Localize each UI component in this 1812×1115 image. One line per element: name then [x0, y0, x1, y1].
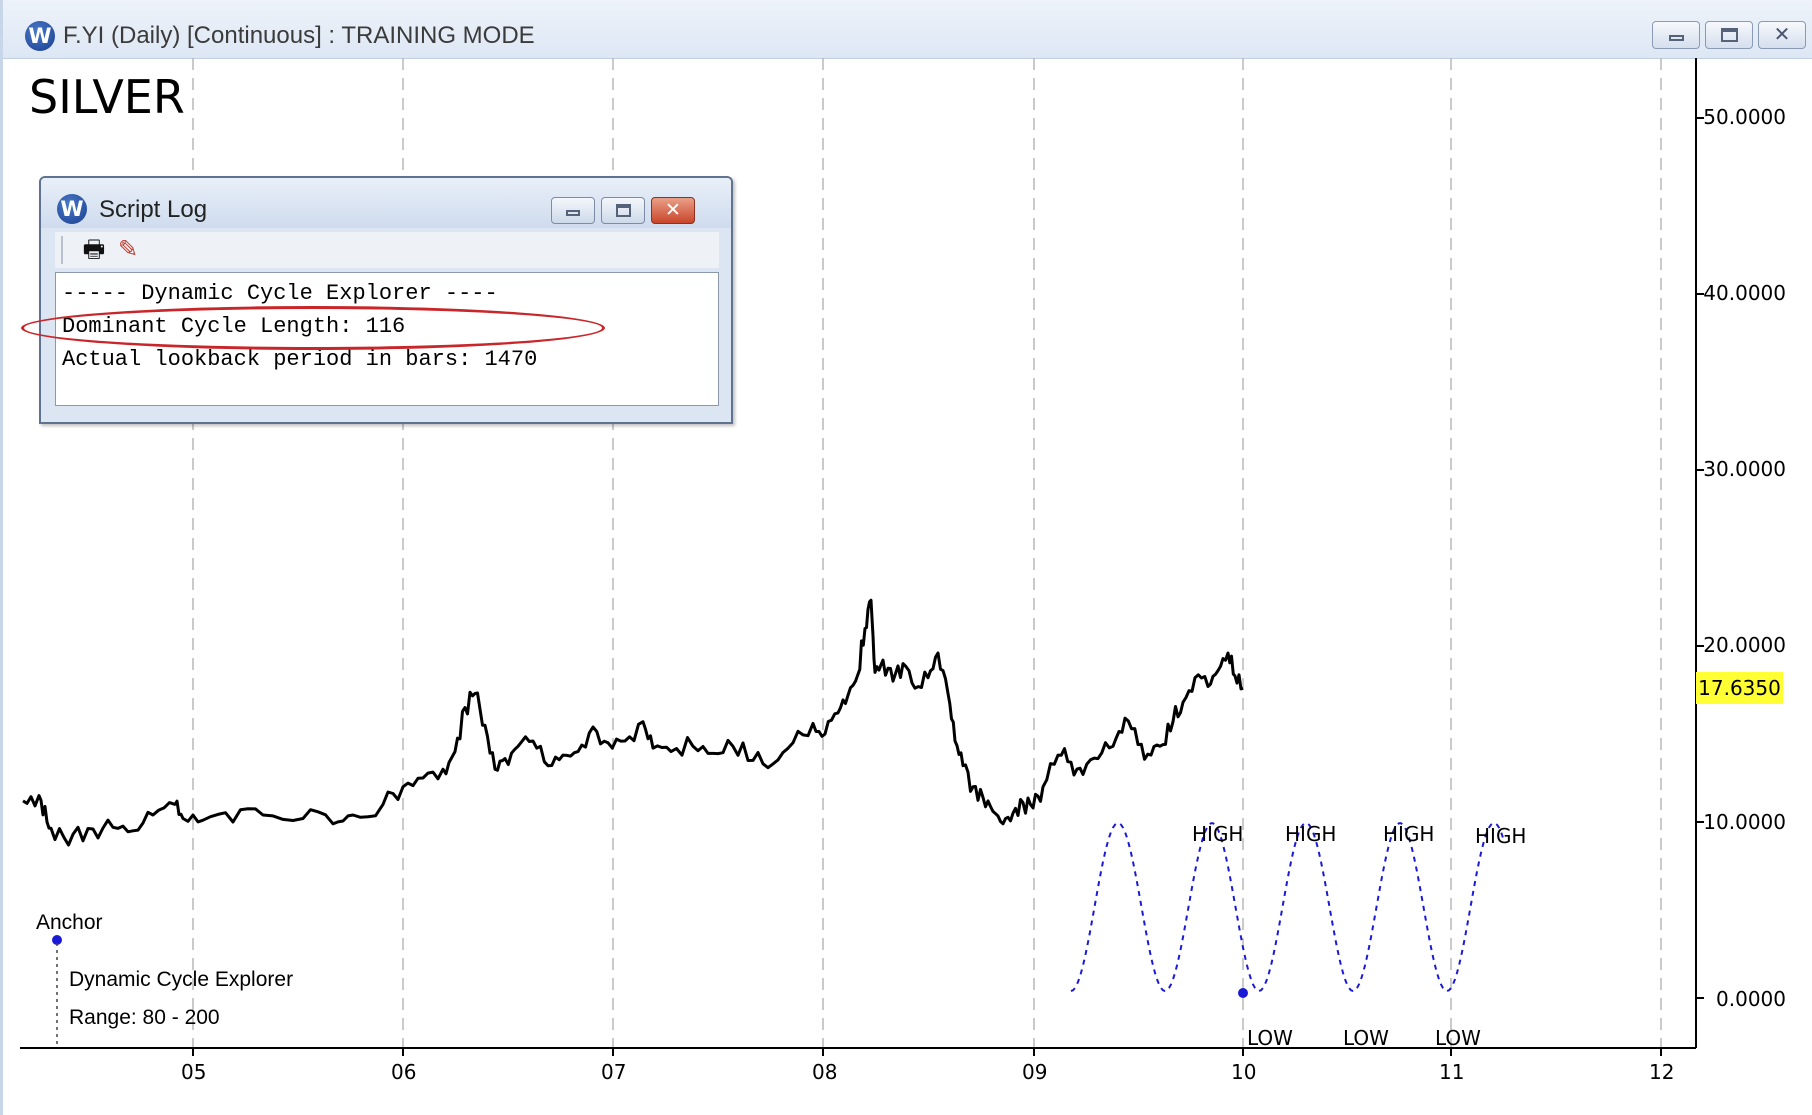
log-line: ----- Dynamic Cycle Explorer ----	[62, 281, 498, 306]
indicator-range: Range: 80 - 200	[69, 1006, 220, 1029]
highlight-ellipse	[21, 306, 605, 350]
app-logo-icon: W	[25, 21, 55, 51]
y-axis-label: 40.0000	[1703, 281, 1786, 305]
script-log-minimize-button[interactable]	[551, 197, 595, 224]
y-axis-label: 20.0000	[1703, 633, 1786, 657]
cycle-low-label: LOW	[1435, 1026, 1481, 1050]
script-log-toolbar: 🖶 ✎	[55, 232, 719, 268]
x-axis-label: 08	[812, 1060, 838, 1084]
y-axis-label: 10.0000	[1703, 810, 1786, 834]
clear-log-button[interactable]: ✎	[113, 235, 143, 265]
y-axis-label: 0.0000	[1716, 987, 1786, 1011]
toolbar-separator	[61, 236, 63, 264]
y-axis-label: 30.0000	[1703, 457, 1786, 481]
script-log-maximize-button[interactable]	[601, 197, 645, 224]
x-axis-label: 11	[1439, 1060, 1465, 1084]
anchor-marker[interactable]	[52, 935, 62, 945]
close-button[interactable]: ✕	[1758, 21, 1806, 49]
x-axis-label: 10	[1231, 1060, 1257, 1084]
x-axis-label: 06	[391, 1060, 417, 1084]
script-log-title: Script Log	[99, 196, 208, 223]
cycle-projection-line	[1070, 822, 1504, 993]
title-bar[interactable]: W F.YI (Daily) [Continuous] : TRAINING M…	[3, 0, 1812, 59]
y-axis-label: 50.0000	[1703, 105, 1786, 129]
cycle-high-label: HIGH	[1192, 822, 1244, 846]
maximize-icon	[1706, 22, 1752, 48]
cycle-low-label: LOW	[1343, 1026, 1389, 1050]
minimize-icon	[552, 198, 594, 223]
app-logo-icon: W	[57, 194, 87, 224]
cycle-current-marker	[1238, 988, 1248, 998]
eraser-icon: ✎	[117, 236, 139, 263]
cycle-high-label: HIGH	[1285, 822, 1337, 846]
print-button[interactable]: 🖶	[79, 235, 109, 265]
cycle-high-label: HIGH	[1383, 822, 1435, 846]
close-icon: ✕	[665, 200, 681, 221]
price-chart[interactable]	[3, 58, 1812, 1115]
x-axis-label: 05	[181, 1060, 207, 1084]
x-axis-label: 07	[601, 1060, 627, 1084]
cycle-high-label: HIGH	[1475, 824, 1527, 848]
window-title: F.YI (Daily) [Continuous] : TRAINING MOD…	[63, 22, 535, 49]
last-price-badge: 17.6350	[1696, 672, 1783, 704]
minimize-button[interactable]	[1652, 21, 1700, 49]
cycle-low-label: LOW	[1247, 1026, 1293, 1050]
symbol-title: SILVER	[29, 70, 185, 124]
log-line: Actual lookback period in bars: 1470	[62, 347, 538, 372]
anchor-label: Anchor	[36, 911, 103, 934]
indicator-name: Dynamic Cycle Explorer	[69, 968, 294, 991]
x-axis-label: 12	[1649, 1060, 1675, 1084]
script-log-window[interactable]: W Script Log ✕ 🖶 ✎ ----- Dynamic Cycle E…	[39, 176, 733, 424]
x-axis-label: 09	[1022, 1060, 1048, 1084]
script-log-title-bar[interactable]: W Script Log ✕	[41, 178, 731, 228]
maximize-icon	[602, 198, 644, 223]
script-log-close-button[interactable]: ✕	[651, 197, 695, 224]
maximize-button[interactable]	[1705, 21, 1753, 49]
minimize-icon	[1653, 22, 1699, 48]
price-series-line	[22, 598, 1244, 847]
close-icon: ✕	[1773, 24, 1791, 46]
y-axis-ticks	[1696, 117, 1704, 999]
x-axis-ticks	[192, 1048, 1662, 1056]
printer-icon: 🖶	[82, 236, 106, 263]
